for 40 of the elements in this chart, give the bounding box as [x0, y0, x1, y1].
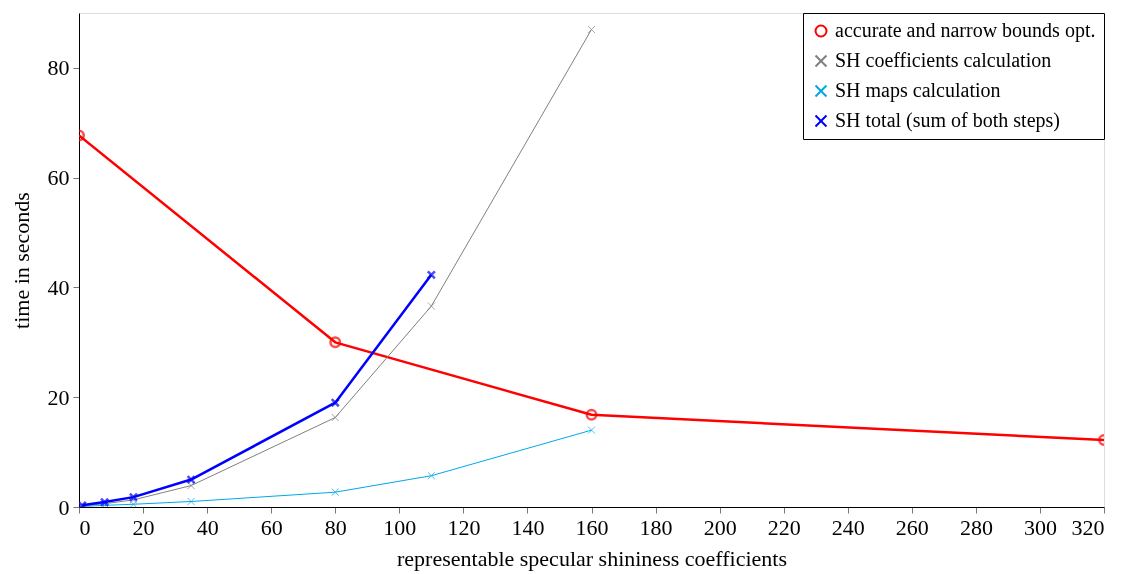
x-tick-label: 140	[511, 514, 545, 540]
x-tick-label: 280	[959, 514, 993, 540]
y-tick-label: 0	[58, 494, 70, 520]
x-tick-label: 60	[260, 514, 283, 540]
x-tick-label: 160	[575, 514, 609, 540]
legend-label: SH total (sum of both steps)	[835, 109, 1060, 132]
point	[587, 25, 596, 34]
x-tick-label: 40	[196, 514, 219, 540]
y-axis-title: time in seconds	[8, 192, 34, 329]
y-tick-label: 40	[47, 274, 70, 300]
legend-label: SH maps calculation	[835, 79, 1001, 102]
x-tick-label: 180	[639, 514, 673, 540]
x-tick-label: 260	[895, 514, 929, 540]
legend-label: accurate and narrow bounds opt.	[835, 19, 1096, 42]
x-tick-label: 240	[831, 514, 865, 540]
x-tick-label: 320	[1071, 514, 1105, 540]
x-axis-title: representable specular shininess coefficients	[397, 545, 787, 571]
x-tick-label: 0	[79, 514, 91, 540]
point	[427, 471, 436, 480]
x-tick-label: 80	[324, 514, 347, 540]
point	[427, 302, 436, 311]
point	[426, 270, 437, 280]
point	[330, 397, 341, 408]
x-tick-label: 300	[1023, 514, 1057, 540]
point	[331, 413, 340, 422]
x-tick-label: 20	[132, 514, 155, 540]
point	[129, 500, 138, 507]
x-tick-label: 100	[383, 514, 417, 540]
x-tick-label: 220	[767, 514, 801, 540]
point	[187, 497, 196, 506]
point	[186, 474, 196, 485]
y-tick-label: 20	[47, 384, 70, 410]
legend-label: SH coefficients calculation	[835, 49, 1052, 71]
point	[187, 481, 196, 490]
y-tick-label: 80	[47, 55, 70, 81]
point	[587, 426, 596, 435]
x-tick-label: 200	[703, 514, 737, 540]
point	[331, 488, 340, 497]
x-tick-label: 120	[447, 514, 481, 540]
y-tick-label: 60	[47, 165, 70, 191]
